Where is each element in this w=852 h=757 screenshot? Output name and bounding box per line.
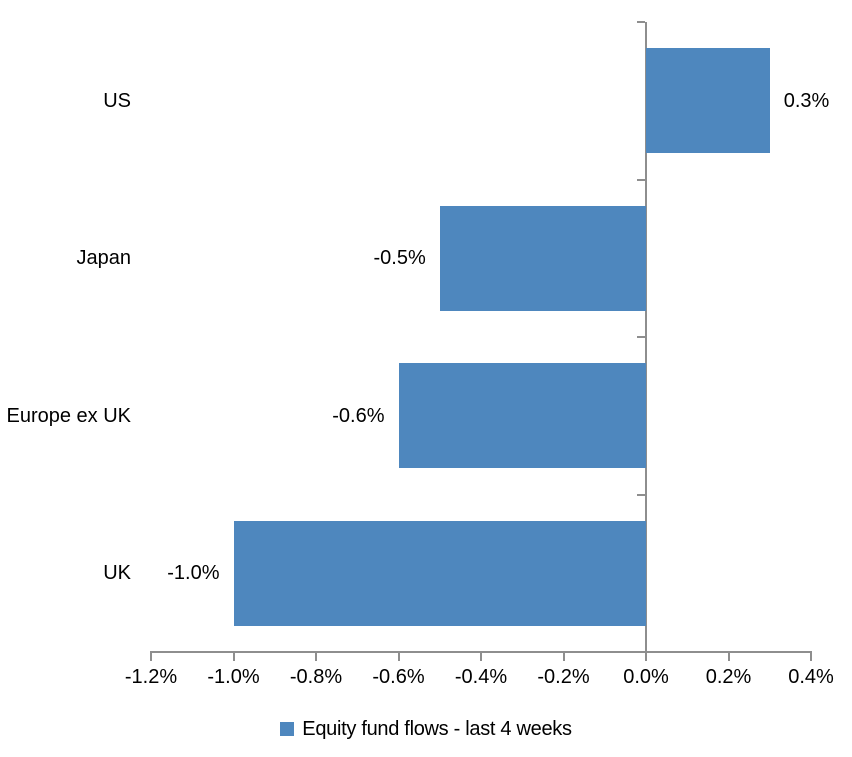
category-label-us: US — [103, 89, 131, 112]
x-tick-label: -0.8% — [289, 666, 343, 688]
category-label-uk: UK — [103, 562, 131, 585]
category-boundary-tick — [637, 493, 645, 496]
category-boundary-tick — [637, 336, 645, 338]
bar-us — [646, 48, 770, 154]
data-label-japan: -0.5% — [373, 247, 426, 270]
x-axis-tick — [727, 651, 730, 661]
legend-label: Equity fund flows - last 4 weeks — [302, 718, 572, 740]
x-tick-label: -1.2% — [124, 666, 178, 688]
legend: Equity fund flows - last 4 weeks — [0, 717, 852, 741]
category-label-europe-ex-uk: Europe ex UK — [6, 404, 131, 427]
x-tick-label: -1.0% — [207, 666, 260, 688]
x-axis-tick — [810, 651, 812, 661]
data-label-us: 0.3% — [783, 89, 830, 112]
data-label-europe-ex-uk: -0.6% — [332, 404, 385, 427]
x-tick-label: 0.2% — [705, 666, 752, 688]
x-tick-label: 0.4% — [788, 666, 834, 688]
x-axis-tick — [232, 651, 235, 661]
bar-europe-ex-uk — [398, 363, 646, 469]
bar-uk — [233, 520, 646, 626]
category-boundary-tick — [637, 21, 645, 23]
x-tick-label: 0.0% — [623, 666, 669, 688]
category-label-japan: Japan — [76, 247, 132, 270]
x-axis-tick — [315, 651, 317, 661]
zero-axis-line — [645, 22, 647, 652]
x-tick-label: -0.4% — [454, 666, 508, 688]
bar-japan — [439, 205, 646, 311]
data-label-uk: -1.0% — [167, 562, 220, 585]
legend-swatch — [280, 722, 295, 736]
x-axis-tick — [480, 651, 482, 661]
x-tick-label: -0.6% — [372, 666, 425, 688]
x-axis-tick — [645, 651, 647, 661]
x-axis-tick — [397, 651, 400, 661]
x-axis-tick — [562, 651, 565, 661]
x-axis-tick — [150, 651, 152, 661]
category-boundary-tick — [637, 178, 645, 181]
x-tick-label: -0.2% — [537, 666, 590, 688]
